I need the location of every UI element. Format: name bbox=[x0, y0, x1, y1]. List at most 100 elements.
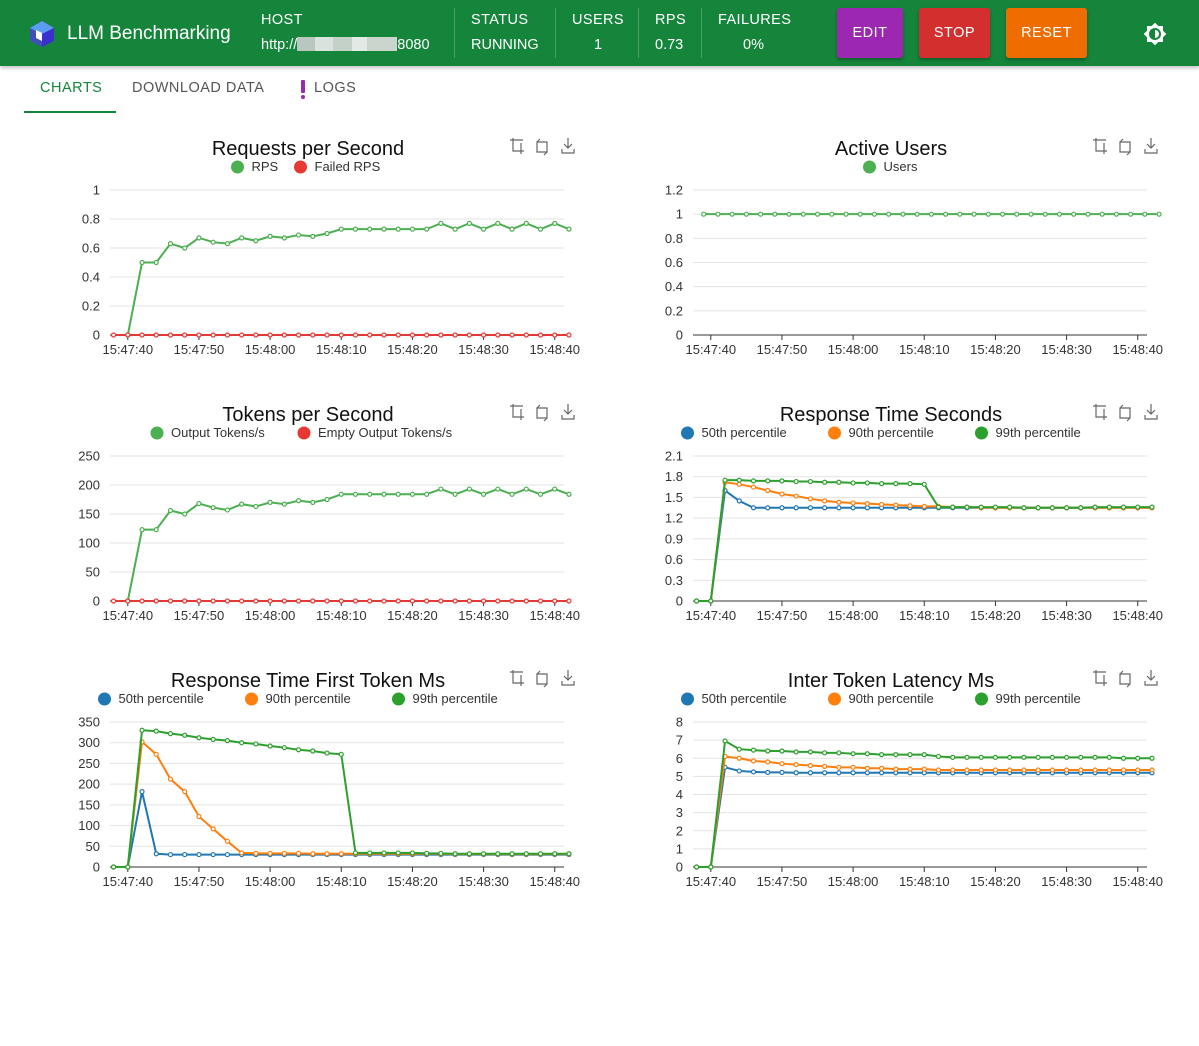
legend-marker bbox=[828, 426, 841, 440]
zoom-icon[interactable] bbox=[510, 404, 524, 420]
y-tick-label: 1.8 bbox=[665, 469, 683, 484]
zoom-reset-icon[interactable] bbox=[536, 670, 548, 688]
x-tick-label: 15:48:00 bbox=[245, 342, 296, 357]
stop-button[interactable]: STOP bbox=[919, 8, 990, 58]
zoom-reset-icon[interactable] bbox=[1119, 670, 1131, 688]
data-point bbox=[139, 259, 145, 266]
legend-item[interactable]: Users bbox=[863, 159, 918, 174]
x-tick-label: 15:47:40 bbox=[685, 342, 736, 357]
chart-toolbox bbox=[1093, 138, 1158, 156]
data-point bbox=[352, 598, 359, 604]
legend-item[interactable]: Output Tokens/s bbox=[150, 425, 266, 440]
y-tick-label: 0 bbox=[676, 594, 683, 609]
zoom-icon[interactable] bbox=[1093, 670, 1107, 686]
data-point bbox=[786, 211, 792, 217]
data-point bbox=[1007, 754, 1013, 760]
data-point bbox=[153, 751, 159, 757]
zoom-reset-icon[interactable] bbox=[536, 404, 548, 422]
y-tick-label: 3 bbox=[676, 805, 683, 820]
data-point bbox=[836, 479, 842, 485]
legend-item[interactable]: RPS bbox=[231, 159, 279, 174]
y-tick-label: 0.4 bbox=[665, 279, 683, 294]
reset-button[interactable]: RESET bbox=[1006, 8, 1087, 58]
legend-item[interactable]: 90th percentile bbox=[828, 425, 934, 440]
data-point bbox=[1056, 211, 1063, 217]
data-point bbox=[1142, 211, 1148, 217]
tab-logs[interactable]: LOGS bbox=[314, 80, 357, 96]
data-point bbox=[566, 332, 572, 338]
zoom-icon[interactable] bbox=[1093, 138, 1107, 154]
legend-item[interactable]: 99th percentile bbox=[392, 691, 498, 706]
tab-download-data[interactable]: DOWNLOAD DATA bbox=[132, 80, 265, 96]
data-point bbox=[310, 748, 316, 754]
download-icon[interactable] bbox=[561, 670, 575, 686]
legend-item[interactable]: 50th percentile bbox=[98, 691, 204, 706]
data-point bbox=[352, 491, 359, 497]
legend-label: 99th percentile bbox=[413, 691, 498, 706]
data-point bbox=[196, 598, 202, 604]
rps-label: RPS bbox=[655, 12, 687, 28]
brightness-icon[interactable] bbox=[1143, 22, 1167, 46]
series-50th-percentile bbox=[110, 789, 572, 870]
zoom-reset-icon[interactable] bbox=[1119, 138, 1131, 156]
tab-charts[interactable]: CHARTS bbox=[40, 80, 103, 96]
data-point bbox=[850, 764, 856, 770]
data-point bbox=[281, 501, 287, 507]
zoom-reset-icon[interactable] bbox=[1119, 404, 1131, 422]
data-point bbox=[736, 477, 742, 483]
data-point bbox=[167, 730, 174, 737]
zoom-icon[interactable] bbox=[510, 670, 524, 686]
y-tick-label: 1 bbox=[676, 841, 683, 856]
y-tick-label: 2 bbox=[676, 823, 683, 838]
chart-title: Inter Token Latency Ms bbox=[788, 670, 994, 692]
data-point bbox=[523, 598, 529, 604]
x-tick-label: 15:48:30 bbox=[458, 342, 509, 357]
legend-item[interactable]: 99th percentile bbox=[975, 425, 1081, 440]
zoom-reset-icon[interactable] bbox=[536, 138, 548, 156]
data-point bbox=[281, 235, 287, 241]
data-point bbox=[381, 598, 387, 604]
edit-button[interactable]: EDIT bbox=[837, 8, 903, 58]
data-point bbox=[381, 491, 387, 497]
series-99th-percentile bbox=[693, 477, 1155, 604]
legend-marker bbox=[681, 692, 694, 706]
data-point bbox=[523, 851, 529, 857]
series-line bbox=[696, 479, 1152, 602]
legend-item[interactable]: 99th percentile bbox=[975, 691, 1081, 706]
zoom-icon[interactable] bbox=[510, 138, 524, 154]
download-icon[interactable] bbox=[561, 138, 575, 154]
data-point bbox=[139, 527, 145, 533]
legend-item[interactable]: 50th percentile bbox=[681, 425, 787, 440]
data-point bbox=[1106, 767, 1112, 773]
data-point bbox=[793, 761, 799, 768]
data-point bbox=[509, 226, 515, 232]
x-tick-label: 15:47:50 bbox=[174, 342, 225, 357]
data-point bbox=[438, 486, 444, 492]
legend-item[interactable]: Empty Output Tokens/s bbox=[297, 425, 453, 440]
y-tick-label: 200 bbox=[78, 478, 100, 493]
data-point bbox=[395, 491, 401, 497]
data-point bbox=[224, 507, 231, 513]
chart-active-users: Active Users Users 0 0.2 0.4 0.6 0.8 1 1.2 15:47:… bbox=[583, 130, 1166, 390]
data-point bbox=[893, 766, 899, 772]
data-point bbox=[836, 764, 842, 770]
data-point bbox=[729, 211, 735, 217]
legend-item[interactable]: 90th percentile bbox=[828, 691, 934, 706]
x-tick-label: 15:47:40 bbox=[102, 608, 153, 623]
legend-item[interactable]: 90th percentile bbox=[245, 691, 351, 706]
series-users bbox=[701, 211, 1162, 217]
status-value: RUNNING bbox=[471, 37, 539, 53]
legend-item[interactable]: 50th percentile bbox=[681, 691, 787, 706]
zoom-icon[interactable] bbox=[1093, 404, 1107, 420]
legend-marker bbox=[975, 692, 988, 706]
download-icon[interactable] bbox=[1144, 404, 1158, 420]
x-tick-label: 15:48:00 bbox=[828, 342, 879, 357]
data-point bbox=[338, 851, 344, 857]
data-point bbox=[950, 767, 956, 773]
download-icon[interactable] bbox=[1144, 138, 1158, 154]
chart-response-time-first-token: Response Time First Token Ms 50th percent… bbox=[0, 662, 583, 922]
divider bbox=[454, 8, 455, 58]
download-icon[interactable] bbox=[1144, 670, 1158, 686]
download-icon[interactable] bbox=[561, 404, 575, 420]
legend-item[interactable]: Failed RPS bbox=[294, 159, 381, 174]
